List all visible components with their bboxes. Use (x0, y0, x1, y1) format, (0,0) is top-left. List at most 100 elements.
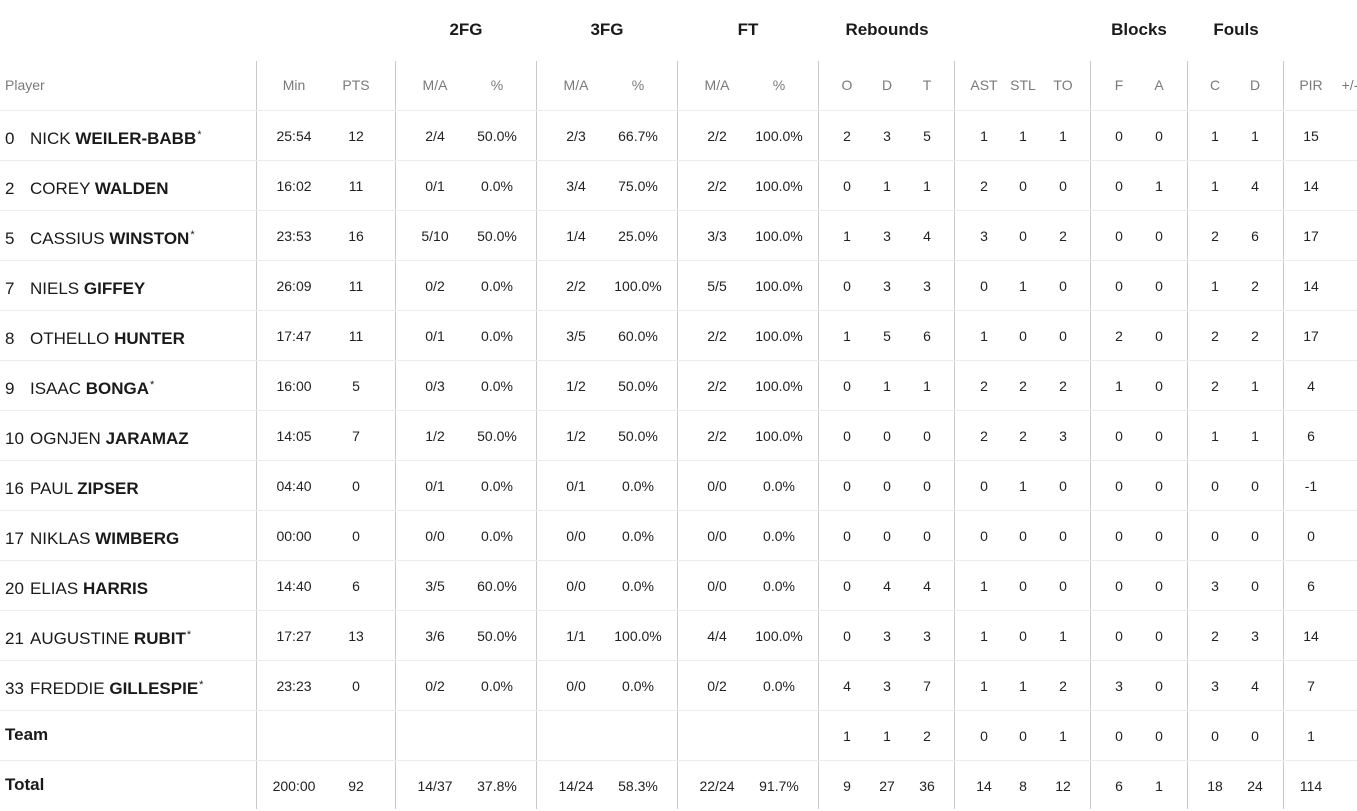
player-name[interactable]: 33 FREDDIE GILLESPIE* (5, 673, 204, 698)
stat-stl: 1 (1019, 128, 1027, 144)
row-divider (0, 560, 1357, 561)
stat-m-a: 2/2 (707, 378, 727, 394)
player-first-name: ISAAC (30, 379, 82, 398)
stat-min: 25:54 (276, 128, 312, 144)
player-name[interactable]: 17 NIKLAS WIMBERG (5, 523, 180, 548)
stat-pts: 92 (348, 778, 364, 794)
stat-a: 0 (1155, 578, 1163, 594)
stat-m-a: 4/4 (707, 628, 727, 644)
column-header-col: % (772, 77, 786, 93)
stat-t: 3 (923, 628, 931, 644)
stat-d: 0 (1251, 478, 1259, 494)
stat-o: 4 (843, 678, 851, 694)
player-name[interactable]: 16 PAUL ZIPSER (5, 473, 140, 498)
stat-pir: -1 (1304, 478, 1318, 494)
player-name[interactable]: 8 OTHELLO HUNTER (5, 323, 186, 348)
stat-stl: 0 (1019, 728, 1027, 744)
column-divider (1283, 61, 1284, 809)
stat-d: 0 (1251, 728, 1259, 744)
player-name[interactable]: 20 ELIAS HARRIS (5, 573, 149, 598)
player-row: 9 ISAAC BONGA* 16:00 5 0/3 0.0% 1/2 50.0% 2/2 100… (0, 361, 1357, 411)
stat-min: 14:40 (276, 578, 312, 594)
stat-c: 2 (1211, 328, 1219, 344)
stat-pir: 114 (1299, 778, 1323, 794)
stat-f: 0 (1115, 128, 1123, 144)
player-name[interactable]: 5 CASSIUS WINSTON* (5, 223, 195, 248)
jersey-number: 2 (5, 179, 15, 198)
stat-to: 0 (1059, 278, 1067, 294)
column-header-col: +/- (1341, 77, 1357, 93)
stat-min: 23:23 (276, 678, 312, 694)
stat-t: 1 (923, 378, 931, 394)
column-header-pir: PIR (1299, 77, 1323, 93)
team-row: Team 1 1 2 0 0 1 0 0 0 0 1 (0, 711, 1357, 761)
stat-m-a: 0/1 (425, 328, 445, 344)
stat-pir: 6 (1307, 578, 1315, 594)
group-header-2fg: 2FG (449, 20, 483, 39)
player-first-name: PAUL (30, 479, 73, 498)
stat-f: 1 (1115, 378, 1123, 394)
stat-ast: 0 (980, 528, 988, 544)
starter-marker: * (190, 229, 195, 241)
stat-col: 91.7% (759, 778, 799, 794)
total-label: Total (5, 775, 45, 794)
stat-pts: 5 (352, 378, 360, 394)
stat-m-a: 1/2 (425, 428, 445, 444)
stat-f: 0 (1115, 478, 1123, 494)
jersey-number: 33 (5, 679, 24, 698)
stat-m-a: 1/2 (566, 428, 586, 444)
column-header-col: % (490, 77, 504, 93)
stat-c: 1 (1211, 178, 1219, 194)
stat-col: 100.0% (755, 328, 803, 344)
stat-min: 16:02 (276, 178, 312, 194)
column-header-m-a: M/A (563, 77, 589, 93)
player-row: 16 PAUL ZIPSER 04:40 0 0/1 0.0% 0/1 0.0% 0/0 0.0%… (0, 461, 1357, 511)
stat-min: 04:40 (276, 478, 312, 494)
player-first-name: OGNJEN (30, 429, 101, 448)
column-divider (677, 61, 678, 809)
stat-to: 1 (1059, 628, 1067, 644)
stat-pts: 0 (352, 528, 360, 544)
jersey-number: 5 (5, 229, 15, 248)
stat-m-a: 1/4 (566, 228, 586, 244)
stat-col: 100.0% (755, 228, 803, 244)
player-row: 21 AUGUSTINE RUBIT* 17:27 13 3/6 50.0% 1/1 100.… (0, 611, 1357, 661)
stat-d: 6 (1251, 228, 1259, 244)
stat-d: 0 (883, 528, 891, 544)
stat-m-a: 14/37 (417, 778, 453, 794)
stat-t: 4 (923, 228, 931, 244)
stat-t: 6 (923, 328, 931, 344)
player-last-name: WINSTON (109, 229, 190, 248)
stat-pir: 1 (1307, 728, 1315, 744)
player-name[interactable]: 10 OGNJEN JARAMAZ (5, 423, 190, 448)
stat-c: 18 (1207, 778, 1223, 794)
player-row: 10 OGNJEN JARAMAZ 14:05 7 1/2 50.0% 1/2 50.0% 2/… (0, 411, 1357, 461)
player-name[interactable]: 0 NICK WEILER-BABB* (5, 123, 202, 148)
stat-m-a: 2/2 (707, 428, 727, 444)
stat-min: 14:05 (276, 428, 312, 444)
column-divider (536, 61, 537, 809)
stat-c: 1 (1211, 128, 1219, 144)
stat-o: 0 (843, 178, 851, 194)
stat-t: 1 (923, 178, 931, 194)
player-name[interactable]: 9 ISAAC BONGA* (5, 373, 154, 398)
stat-col: 25.0% (618, 228, 658, 244)
stat-t: 5 (923, 128, 931, 144)
stat-pir: 14 (1303, 278, 1319, 294)
stat-c: 2 (1211, 378, 1219, 394)
row-divider (0, 310, 1357, 311)
stat-m-a: 2/3 (566, 128, 586, 144)
stat-t: 4 (923, 578, 931, 594)
stat-col: 60.0% (618, 328, 658, 344)
player-name[interactable]: 2 COREY WALDEN (5, 173, 170, 198)
stat-f: 0 (1115, 578, 1123, 594)
player-name[interactable]: 21 AUGUSTINE RUBIT* (5, 623, 191, 648)
stat-col: 100.0% (614, 628, 662, 644)
starter-marker: * (199, 679, 204, 691)
row-divider (0, 710, 1357, 711)
stat-c: 0 (1211, 528, 1219, 544)
stat-o: 1 (843, 228, 851, 244)
stat-d: 3 (883, 678, 891, 694)
player-name[interactable]: 7 NIELS GIFFEY (5, 273, 146, 298)
